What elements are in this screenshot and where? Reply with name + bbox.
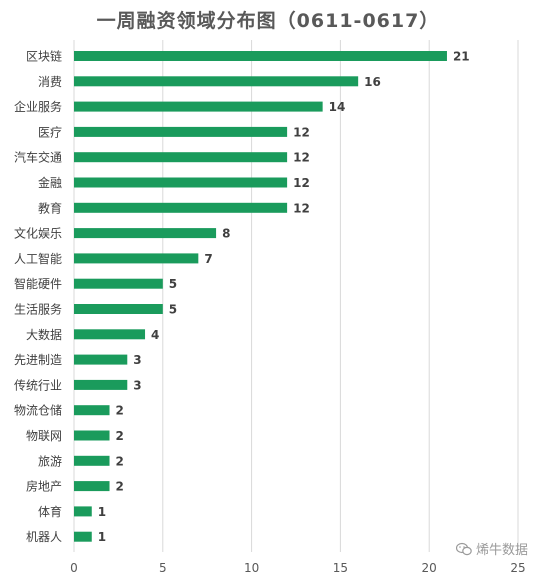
category-label: 消费 xyxy=(38,75,62,89)
watermark-text: 烯牛数据 xyxy=(475,543,528,558)
data-label: 12 xyxy=(293,125,310,139)
chart-title: 一周融资领域分布图（0611-0617） xyxy=(96,10,440,32)
category-label: 金融 xyxy=(38,175,62,190)
category-label: 医疗 xyxy=(38,125,62,139)
category-label: 房地产 xyxy=(26,479,62,494)
data-label: 7 xyxy=(204,252,212,266)
x-tick-label: 5 xyxy=(159,561,167,575)
bars xyxy=(74,51,447,542)
category-label: 旅游 xyxy=(38,454,62,468)
data-label: 5 xyxy=(169,303,177,317)
category-label: 大数据 xyxy=(26,327,62,342)
category-label: 区块链 xyxy=(26,49,62,64)
data-label: 3 xyxy=(133,353,141,367)
data-label: 2 xyxy=(116,404,124,418)
data-label: 12 xyxy=(293,176,310,190)
x-tick-label: 0 xyxy=(70,561,78,575)
data-label: 1 xyxy=(98,530,106,544)
data-label: 12 xyxy=(293,201,310,215)
category-label: 物流仓储 xyxy=(14,403,62,418)
data-label: 8 xyxy=(222,227,230,241)
bar xyxy=(74,126,288,137)
bar xyxy=(74,278,163,289)
bar xyxy=(74,329,146,340)
bar xyxy=(74,379,128,390)
x-tick-label: 15 xyxy=(333,561,348,575)
watermark: 烯牛数据 xyxy=(455,539,528,558)
data-label: 5 xyxy=(169,277,177,291)
bar xyxy=(74,253,199,264)
bar xyxy=(74,405,110,416)
bar xyxy=(74,152,288,163)
bar xyxy=(74,455,110,466)
data-label: 2 xyxy=(116,480,124,494)
x-tick-label: 10 xyxy=(244,561,259,575)
bar xyxy=(74,202,288,213)
category-label: 先进制造 xyxy=(14,353,62,367)
category-label: 物联网 xyxy=(26,429,62,443)
bar xyxy=(74,304,163,314)
bar xyxy=(74,51,447,61)
wechat-icon xyxy=(455,542,472,555)
bar xyxy=(74,228,217,239)
category-label: 人工智能 xyxy=(14,251,62,266)
data-label: 16 xyxy=(364,75,381,89)
data-label: 4 xyxy=(151,328,159,342)
bar xyxy=(74,177,288,188)
category-label: 汽车交通 xyxy=(14,150,62,165)
bar xyxy=(74,506,92,517)
data-label: 14 xyxy=(329,100,346,114)
data-label: 2 xyxy=(116,429,124,443)
x-tick-label: 20 xyxy=(422,561,437,575)
category-label: 教育 xyxy=(38,200,62,215)
data-label: 12 xyxy=(293,151,310,165)
bar xyxy=(74,101,323,112)
data-label: 2 xyxy=(116,454,124,468)
category-label: 机器人 xyxy=(26,530,62,544)
category-label: 文化娱乐 xyxy=(14,226,62,241)
bar xyxy=(74,481,110,492)
bar xyxy=(74,354,128,365)
data-label: 3 xyxy=(133,378,141,392)
category-label: 企业服务 xyxy=(14,99,62,114)
x-tick-label: 25 xyxy=(510,561,525,575)
bar xyxy=(74,531,92,542)
category-label: 体育 xyxy=(38,504,62,519)
category-label: 传统行业 xyxy=(14,377,62,392)
data-label: 21 xyxy=(453,50,470,64)
grid-lines xyxy=(73,40,519,552)
category-label: 生活服务 xyxy=(14,302,62,317)
bar xyxy=(74,76,359,87)
data-label: 1 xyxy=(98,505,106,519)
bar xyxy=(74,430,110,441)
category-label: 智能硬件 xyxy=(14,276,62,291)
